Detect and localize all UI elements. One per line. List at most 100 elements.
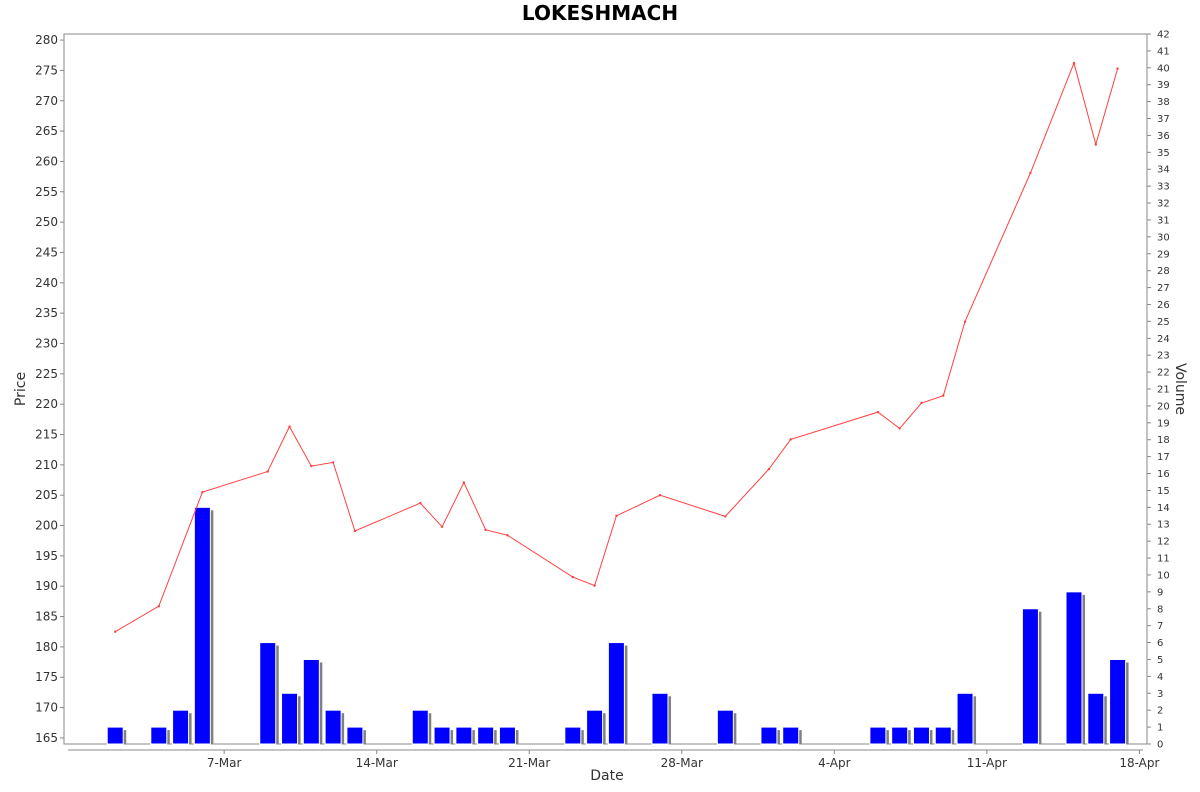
volume-tick-label: 34 xyxy=(1157,165,1170,176)
volume-tick-label: 30 xyxy=(1157,232,1170,243)
chart-title: LOKESHMACH xyxy=(521,1,679,25)
price-tick-label: 265 xyxy=(35,124,58,138)
price-point xyxy=(157,605,160,608)
date-tick-label: 14-Mar xyxy=(356,756,398,770)
volume-tick-label: 7 xyxy=(1157,621,1163,632)
price-tick-label: 245 xyxy=(35,245,58,259)
volume-tick-label: 42 xyxy=(1157,30,1170,41)
date-tick-label: 28-Mar xyxy=(661,756,703,770)
price-point xyxy=(724,515,727,518)
x-axis-label: Date xyxy=(590,768,623,784)
price-point xyxy=(615,514,618,518)
price-axis: 165 170 175 180 185 190 195 200 205 210 215 220 225 2… xyxy=(35,33,65,745)
volume-tick-label: 35 xyxy=(1157,148,1170,159)
price-point xyxy=(114,630,117,633)
price-point xyxy=(963,320,967,323)
price-point xyxy=(1094,143,1097,146)
volume-axis: 0123456789101112131415161718192021222324… xyxy=(1146,30,1170,751)
volume-tick-label: 8 xyxy=(1157,604,1163,615)
price-point xyxy=(767,467,771,471)
volume-tick-label: 23 xyxy=(1157,351,1170,362)
price-point xyxy=(462,481,466,484)
volume-tick-label: 20 xyxy=(1157,401,1170,412)
volume-tick-label: 13 xyxy=(1157,520,1170,531)
volume-tick-label: 12 xyxy=(1157,537,1170,548)
price-tick-label: 240 xyxy=(35,276,58,290)
volume-bar xyxy=(455,726,473,745)
y-axis-label: Price xyxy=(13,372,29,406)
plot-area xyxy=(63,33,1148,745)
volume-tick-label: 1 xyxy=(1157,723,1163,734)
price-tick-label: 200 xyxy=(35,519,58,533)
volume-tick-label: 16 xyxy=(1157,469,1170,480)
volume-tick-label: 31 xyxy=(1157,215,1170,226)
price-tick-label: 220 xyxy=(35,397,58,411)
volume-tick-label: 0 xyxy=(1157,740,1163,751)
volume-tick-label: 26 xyxy=(1157,300,1170,311)
price-point xyxy=(571,575,575,579)
price-tick-label: 185 xyxy=(35,610,58,624)
price-point xyxy=(440,525,444,528)
price-point xyxy=(593,584,596,587)
price-tick-label: 260 xyxy=(35,154,58,168)
price-tick-label: 180 xyxy=(35,640,58,654)
price-point xyxy=(1029,171,1032,175)
volume-tick-label: 27 xyxy=(1157,283,1170,294)
volume-tick-label: 38 xyxy=(1157,97,1170,108)
price-point xyxy=(266,470,269,473)
price-point xyxy=(310,464,313,468)
volume-tick-label: 36 xyxy=(1157,131,1170,142)
volume-tick-label: 28 xyxy=(1157,266,1170,277)
volume-tick-label: 17 xyxy=(1157,452,1170,463)
price-tick-label: 225 xyxy=(35,367,58,381)
volume-tick-label: 40 xyxy=(1157,63,1170,74)
volume-bar xyxy=(564,726,582,745)
volume-bar xyxy=(193,506,211,745)
volume-bar xyxy=(716,709,734,745)
price-point xyxy=(484,528,487,531)
volume-bar xyxy=(586,709,604,745)
price-tick-label: 255 xyxy=(35,185,58,199)
volume-bar xyxy=(259,642,277,745)
volume-tick-label: 39 xyxy=(1157,80,1170,91)
volume-bar xyxy=(1021,608,1039,745)
volume-tick-label: 19 xyxy=(1157,418,1170,429)
volume-tick-label: 6 xyxy=(1157,638,1163,649)
volume-tick-label: 10 xyxy=(1157,570,1170,581)
price-line-group xyxy=(114,61,1119,633)
volume-tick-label: 25 xyxy=(1157,317,1170,328)
date-tick-label: 7-Mar xyxy=(207,756,242,770)
price-point xyxy=(288,425,291,428)
volume-bar xyxy=(411,709,429,745)
volume-tick-label: 4 xyxy=(1157,672,1163,683)
volume-bar xyxy=(651,692,669,745)
volume-tick-label: 21 xyxy=(1157,385,1170,396)
price-tick-label: 235 xyxy=(35,306,58,320)
price-point xyxy=(789,438,792,441)
volume-bar xyxy=(106,726,124,745)
volume-bar xyxy=(498,726,516,745)
price-tick-label: 195 xyxy=(35,549,58,563)
price-point xyxy=(1116,67,1119,70)
volume-bar xyxy=(1065,591,1083,745)
volume-bar xyxy=(869,726,887,745)
price-point xyxy=(331,461,335,464)
price-point xyxy=(201,490,204,494)
price-point xyxy=(506,534,509,537)
volume-bar xyxy=(302,658,320,745)
volume-bars xyxy=(106,506,1129,745)
volume-bar xyxy=(912,726,930,745)
volume-tick-label: 5 xyxy=(1157,655,1163,666)
volume-bar xyxy=(324,709,342,745)
price-point xyxy=(942,394,945,397)
price-point xyxy=(920,401,923,405)
price-tick-label: 275 xyxy=(35,63,58,77)
date-tick-label: 4-Apr xyxy=(818,756,851,770)
volume-tick-label: 22 xyxy=(1157,368,1170,379)
volume-bar xyxy=(934,726,952,745)
volume-bar xyxy=(607,642,625,745)
volume-tick-label: 41 xyxy=(1157,46,1170,57)
volume-bar xyxy=(891,726,909,745)
volume-tick-label: 29 xyxy=(1157,249,1170,260)
y2-axis-label: Volume xyxy=(1172,363,1188,415)
